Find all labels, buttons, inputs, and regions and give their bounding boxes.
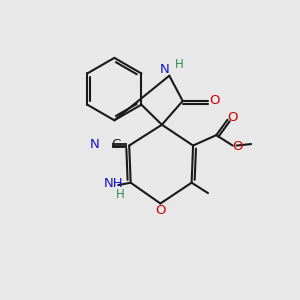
Text: O: O bbox=[156, 203, 166, 217]
Text: N: N bbox=[160, 63, 170, 76]
Text: NH: NH bbox=[103, 177, 123, 190]
Text: O: O bbox=[209, 94, 220, 107]
Text: O: O bbox=[232, 140, 243, 153]
Text: O: O bbox=[228, 111, 238, 124]
Text: H: H bbox=[116, 188, 125, 201]
Text: H: H bbox=[175, 58, 183, 71]
Text: C: C bbox=[111, 138, 120, 151]
Text: N: N bbox=[89, 138, 99, 151]
